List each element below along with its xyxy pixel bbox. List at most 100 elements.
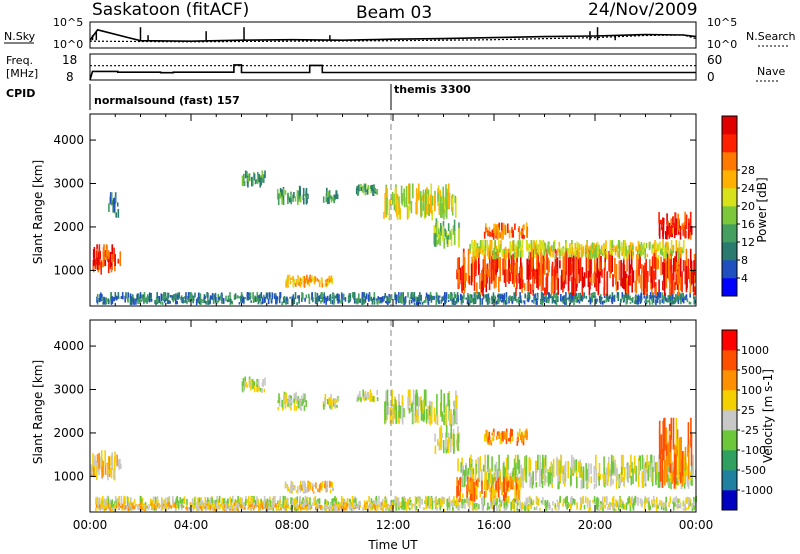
range-time-cell — [92, 249, 95, 259]
range-time-cell — [516, 508, 519, 511]
range-time-cell — [666, 224, 669, 236]
range-time-cell — [670, 452, 672, 464]
range-time-cell — [513, 504, 515, 509]
range-time-cell — [292, 275, 294, 283]
range-time-cell — [476, 295, 479, 300]
range-time-cell — [102, 499, 105, 508]
range-time-cell — [494, 253, 496, 257]
range-time-cell — [337, 503, 339, 509]
range-time-cell — [508, 296, 510, 299]
range-time-cell — [362, 187, 365, 194]
range-time-cell — [512, 240, 515, 251]
range-time-cell — [680, 436, 682, 460]
range-time-cell — [643, 468, 646, 481]
range-time-cell — [356, 396, 359, 403]
range-time-cell — [327, 501, 329, 506]
range-time-cell — [528, 255, 530, 277]
range-time-cell — [241, 497, 243, 506]
range-time-cell — [528, 251, 530, 260]
range-time-cell — [221, 497, 224, 505]
y-tick-label: 1000 — [53, 469, 84, 483]
range-time-cell — [158, 296, 161, 303]
range-time-cell — [490, 232, 493, 236]
range-time-cell — [141, 504, 144, 507]
range-time-cell — [166, 497, 169, 505]
range-time-cell — [437, 295, 440, 303]
range-time-cell — [418, 398, 421, 407]
range-time-cell — [101, 506, 104, 509]
range-time-cell — [618, 260, 621, 281]
range-time-cell — [471, 504, 474, 511]
range-time-cell — [336, 293, 339, 301]
range-time-cell — [95, 504, 98, 508]
range-time-cell — [668, 502, 670, 508]
range-time-cell — [117, 209, 120, 218]
range-time-cell — [186, 506, 188, 511]
range-time-cell — [485, 485, 487, 498]
range-time-cell — [600, 249, 602, 255]
range-time-cell — [664, 297, 667, 302]
range-time-cell — [357, 504, 359, 509]
range-time-cell — [609, 294, 612, 299]
range-time-cell — [129, 505, 131, 509]
range-time-cell — [253, 173, 256, 181]
range-time-cell — [631, 267, 633, 293]
range-time-cell — [252, 378, 254, 390]
range-time-cell — [367, 294, 370, 302]
range-time-cell — [455, 196, 457, 218]
range-time-cell — [358, 293, 360, 302]
range-time-cell — [469, 457, 471, 471]
range-time-cell — [105, 502, 108, 506]
range-time-cell — [299, 196, 302, 203]
range-time-cell — [453, 495, 455, 505]
range-time-cell — [572, 293, 574, 301]
range-time-cell — [652, 299, 655, 303]
range-time-cell — [253, 385, 256, 393]
range-time-cell — [610, 454, 613, 470]
range-time-cell — [443, 237, 445, 249]
range-time-cell — [592, 295, 595, 298]
range-time-cell — [139, 495, 142, 503]
range-time-cell — [629, 501, 631, 506]
range-time-cell — [641, 454, 644, 470]
range-time-cell — [221, 505, 224, 511]
range-time-cell — [340, 496, 343, 505]
range-time-cell — [684, 295, 687, 301]
range-time-cell — [564, 461, 567, 472]
range-time-cell — [213, 507, 216, 511]
range-time-cell — [554, 292, 556, 298]
nsky-tick-high: 10^5 — [53, 16, 83, 29]
range-time-cell — [198, 502, 200, 507]
range-time-cell — [684, 446, 687, 470]
range-time-cell — [365, 293, 368, 300]
range-time-cell — [365, 504, 367, 509]
range-time-cell — [569, 248, 572, 255]
range-time-cell — [153, 504, 156, 507]
range-time-cell — [562, 247, 565, 257]
range-time-cell — [663, 269, 665, 281]
range-time-cell — [631, 461, 633, 473]
range-time-cell — [264, 170, 266, 179]
range-time-cell — [386, 296, 388, 302]
range-time-cell — [527, 243, 530, 251]
range-time-cell — [523, 234, 525, 239]
x-tick-label: 00:00 — [73, 518, 108, 532]
range-time-cell — [448, 437, 451, 444]
range-time-cell — [241, 296, 244, 304]
range-time-cell — [470, 263, 473, 286]
range-time-cell — [439, 505, 441, 511]
range-time-cell — [467, 299, 469, 304]
range-time-cell — [596, 298, 598, 302]
range-time-cell — [549, 466, 551, 484]
range-time-cell — [111, 296, 114, 304]
range-time-cell — [560, 247, 563, 255]
range-time-cell — [438, 228, 440, 235]
range-time-cell — [321, 282, 324, 288]
range-time-cell — [248, 383, 251, 388]
range-time-cell — [622, 295, 625, 301]
range-time-cell — [120, 463, 122, 470]
range-time-cell — [514, 500, 517, 504]
range-time-cell — [492, 292, 495, 298]
velocity-colorbar-label: Velocity [m s-1] — [761, 369, 775, 463]
